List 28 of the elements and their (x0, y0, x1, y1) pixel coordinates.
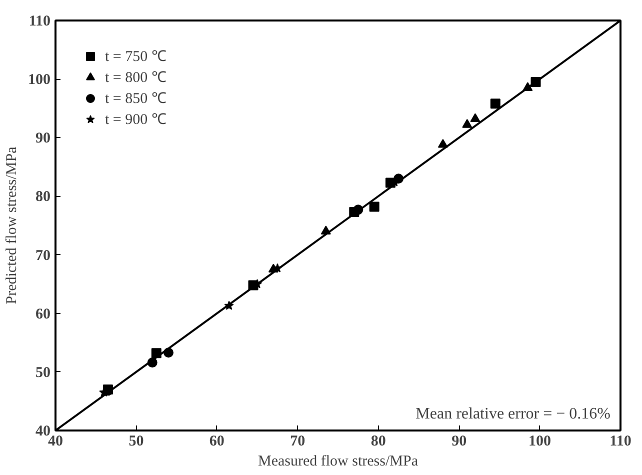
y-axis-title: Predicted flow stress/MPa (4, 146, 20, 304)
x-tick-label: 90 (452, 434, 467, 450)
point (470, 113, 480, 122)
legend-label: t = 850 ℃ (105, 90, 166, 108)
y-tick-label: 80 (36, 189, 50, 206)
point (369, 202, 380, 212)
annotation: Mean relative error = − 0.16% (416, 406, 610, 422)
point (490, 98, 500, 109)
legend-label: t = 750 ℃ (105, 48, 166, 66)
x-tick-label: 40 (48, 434, 63, 450)
y-tick-label: 60 (36, 306, 50, 322)
y-tick-label: 50 (36, 364, 50, 381)
y-tick-label: 40 (36, 424, 50, 440)
x-axis-title: Measured flow stress/MPa (258, 454, 418, 470)
y-tick-label: 70 (36, 248, 50, 264)
x-tick-label: 60 (209, 434, 224, 450)
x-tick-label: 70 (290, 434, 306, 450)
x-tick-label: 50 (128, 434, 144, 450)
point (462, 119, 472, 128)
y-tick-label: 110 (28, 14, 51, 30)
x-tick-label: 80 (370, 434, 386, 450)
x-tick-label: 100 (528, 434, 552, 450)
legend-label: t = 900 ℃ (105, 111, 166, 129)
y-tick-label: 90 (36, 130, 50, 147)
legend-label: t = 800 ℃ (105, 69, 166, 87)
y-tick-label: 100 (28, 72, 50, 88)
point (438, 138, 448, 148)
x-tick-label: 110 (610, 434, 632, 450)
